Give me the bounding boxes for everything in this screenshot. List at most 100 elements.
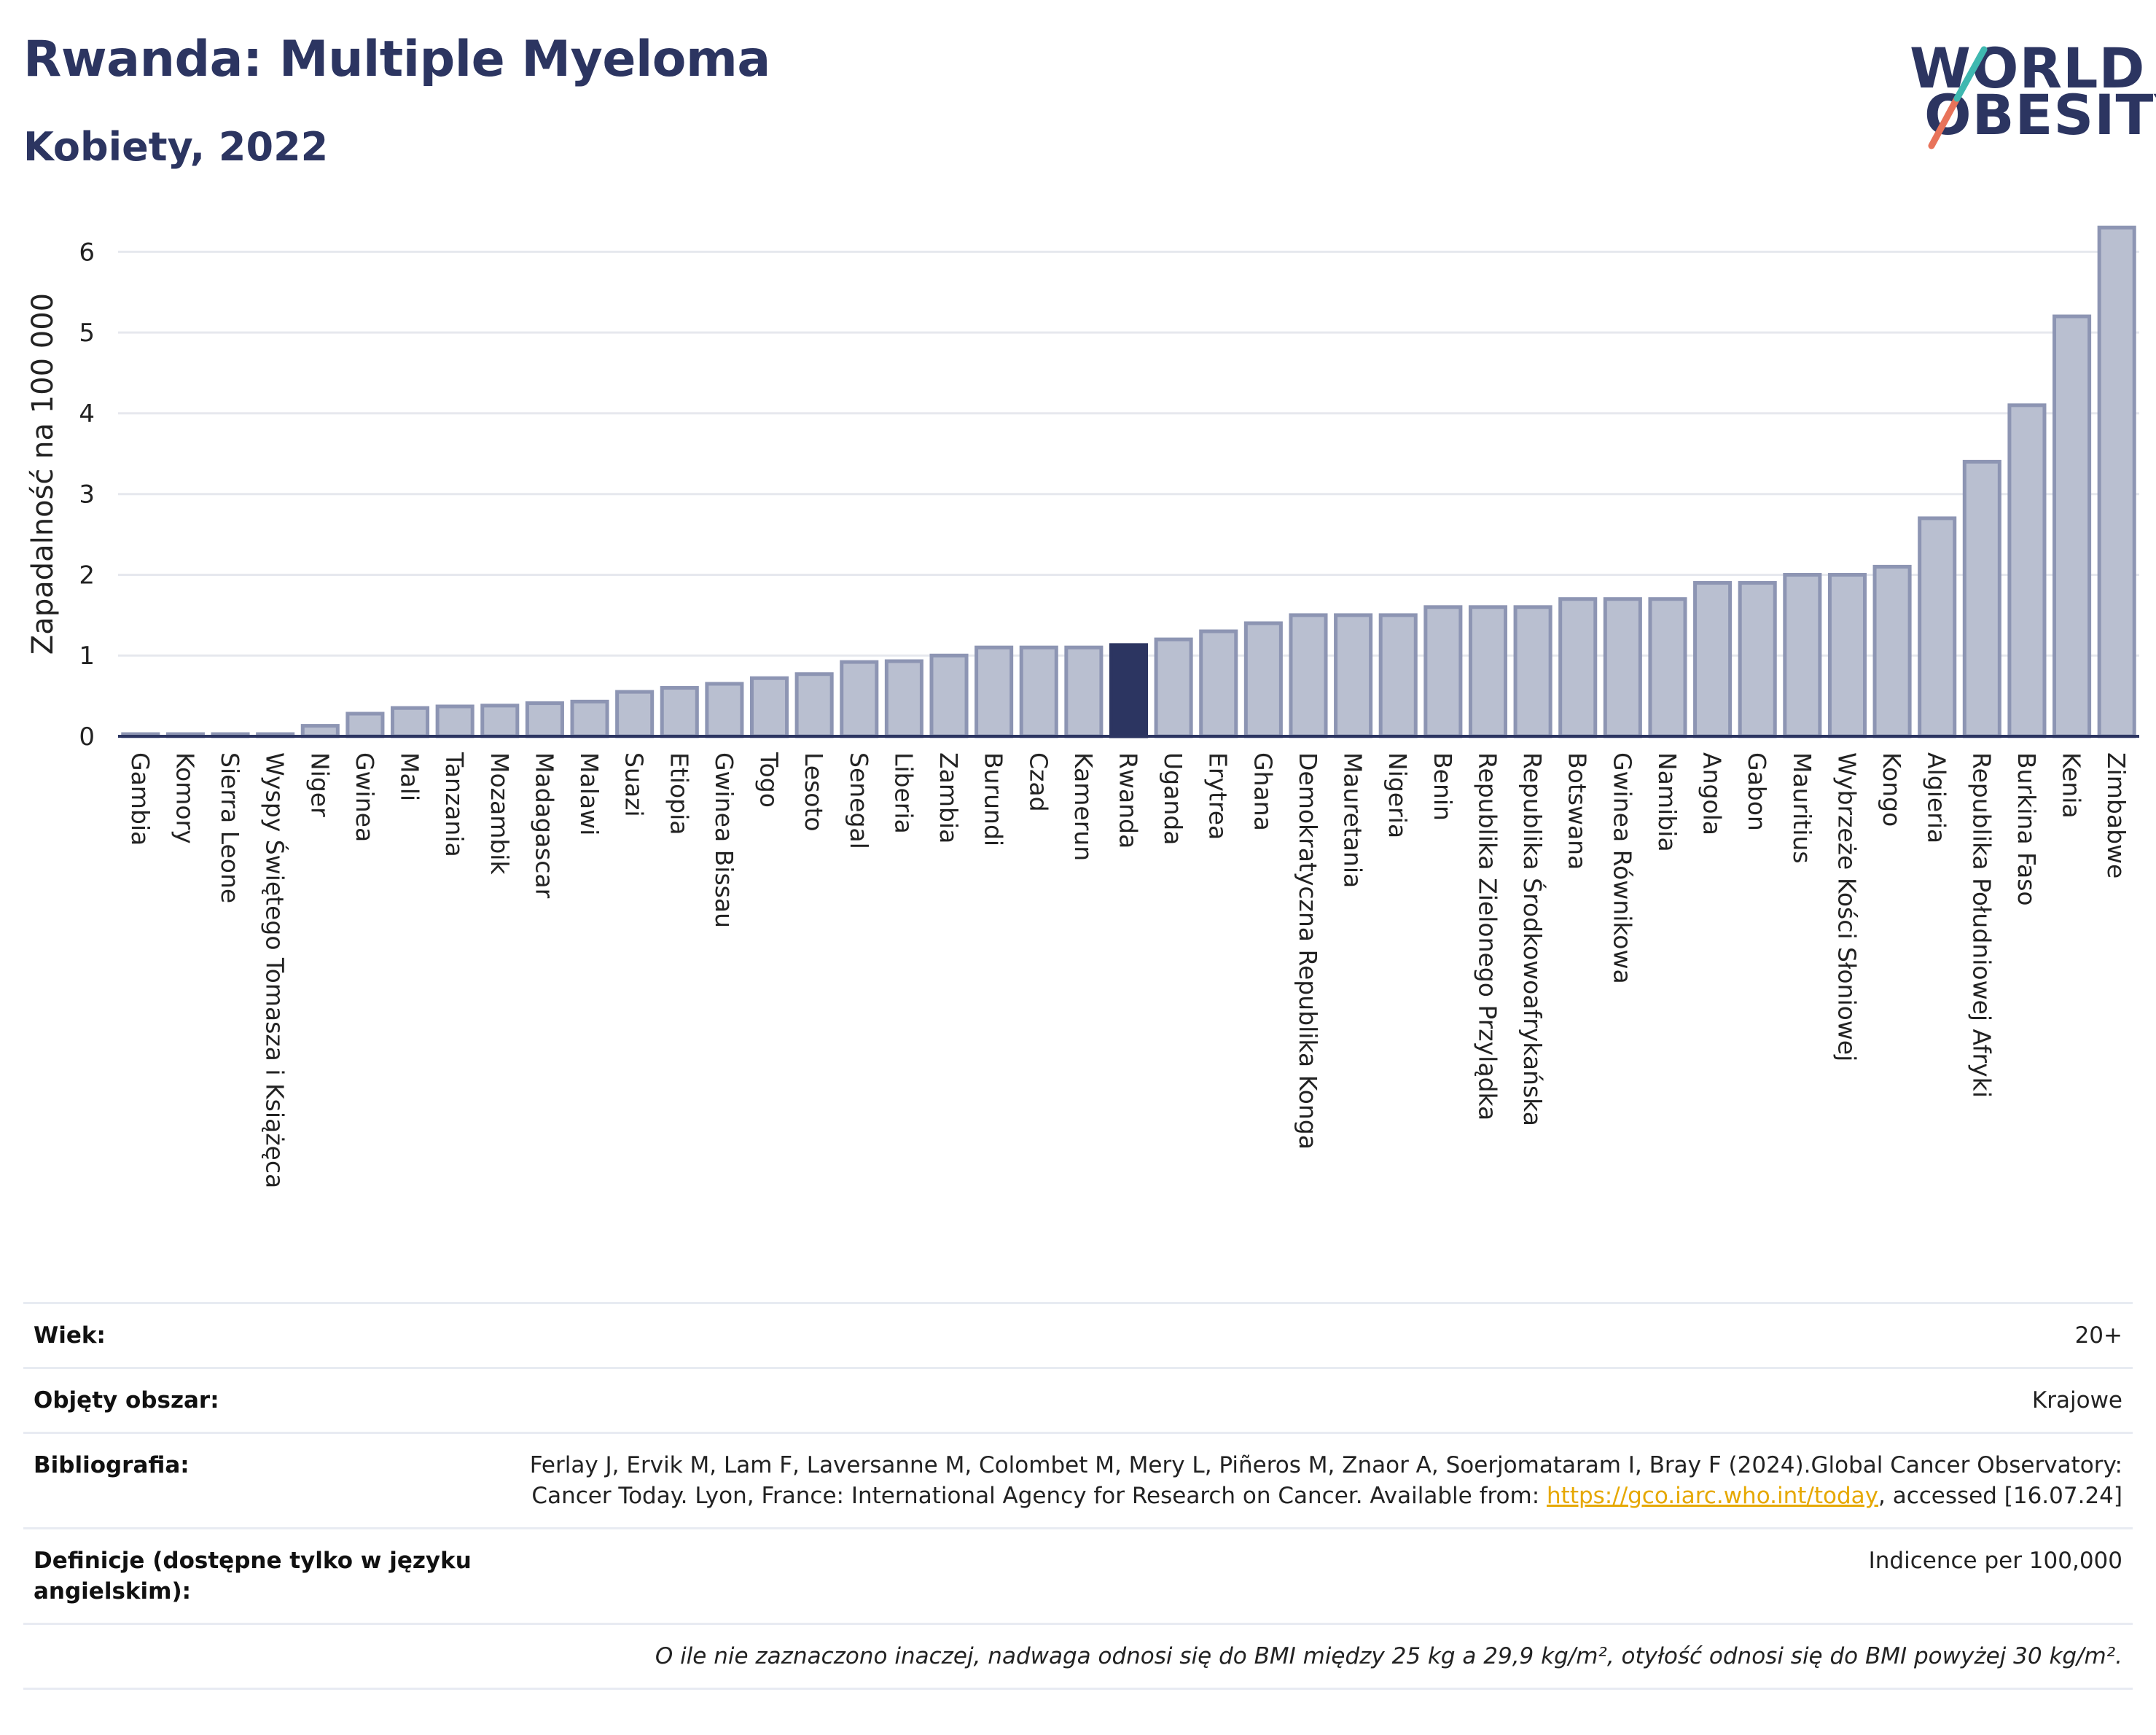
x-tick-label: Burkina Faso xyxy=(2012,752,2041,906)
x-tick-label: Mauretania xyxy=(1339,752,1367,888)
coverage-value: Krajowe xyxy=(2031,1387,2122,1414)
x-tick-label: Komory xyxy=(171,752,199,844)
world-obesity-logo: WORLD OBESITY xyxy=(1902,36,2156,153)
bar xyxy=(660,686,699,738)
logo-line-1: WORLD xyxy=(1910,36,2146,101)
y-tick-label: 1 xyxy=(79,642,95,671)
coverage-label: Objęty obszar: xyxy=(34,1387,219,1414)
x-tick-label: Republika Środkowoafrykańska xyxy=(1518,752,1547,1126)
x-tick-label: Mauritius xyxy=(1788,752,1816,864)
x-tick-label: Wybrzeże Kości Słoniowej xyxy=(1832,752,1861,1061)
x-tick-label: Gambia xyxy=(126,752,155,846)
bar xyxy=(840,660,879,738)
bar xyxy=(1378,613,1418,738)
x-tick-label: Namibia xyxy=(1653,752,1682,852)
x-tick-label: Botswana xyxy=(1563,752,1592,870)
x-tick-label: Liberia xyxy=(889,752,918,834)
bar xyxy=(391,706,430,738)
bar xyxy=(1693,581,1733,738)
y-tick-label: 0 xyxy=(79,722,95,752)
definitions-value: Indicence per 100,000 xyxy=(1868,1548,2122,1574)
bar xyxy=(435,704,474,738)
x-tick-label: Benin xyxy=(1429,752,1457,821)
bar xyxy=(794,672,834,738)
x-tick-label: Nigeria xyxy=(1383,752,1412,838)
bar xyxy=(1468,605,1508,738)
bmi-note: O ile nie zaznaczono inaczej, nadwaga od… xyxy=(655,1643,2122,1669)
bar xyxy=(1648,597,1687,738)
info-row-definitions: Definicje (dostępne tylko w języku angie… xyxy=(23,1527,2133,1623)
bibliography-link[interactable]: https://gco.iarc.who.int/today xyxy=(1547,1483,1878,1509)
bar xyxy=(1154,637,1193,738)
info-row-coverage: Objęty obszar: Krajowe xyxy=(23,1367,2133,1432)
bar xyxy=(1019,645,1058,738)
page-subtitle: Kobiety, 2022 xyxy=(23,124,329,170)
bar xyxy=(615,690,655,738)
bar xyxy=(975,645,1014,738)
bar xyxy=(1289,613,1328,738)
x-tick-label: Madagascar xyxy=(530,752,558,899)
y-tick-label: 6 xyxy=(79,238,95,267)
x-tick-label: Erytrea xyxy=(1204,752,1233,840)
bar xyxy=(480,703,520,738)
info-row-bibliography: Bibliografia: Ferlay J, Ervik M, Lam F, … xyxy=(23,1432,2133,1527)
bar xyxy=(1243,621,1283,738)
x-tick-label: Rwanda xyxy=(1114,752,1143,849)
x-tick-label: Demokratyczna Republika Konga xyxy=(1294,752,1322,1150)
definitions-label: Definicje (dostępne tylko w języku angie… xyxy=(34,1548,472,1605)
x-tick-label: Angola xyxy=(1698,752,1727,835)
bar xyxy=(929,653,969,738)
x-tick-label: Gwinea Bissau xyxy=(710,752,738,928)
bar xyxy=(1423,605,1463,738)
bar xyxy=(1199,629,1238,738)
x-tick-label: Suazi xyxy=(620,752,649,817)
bar xyxy=(1827,572,1867,738)
age-value: 20+ xyxy=(2074,1322,2122,1349)
x-tick-label: Malawi xyxy=(575,752,604,835)
bar xyxy=(2053,314,2092,738)
x-tick-label: Republika Południowej Afryki xyxy=(1967,752,1996,1098)
bar xyxy=(1558,597,1598,738)
bibliography-value: Ferlay J, Ervik M, Lam F, Laversanne M, … xyxy=(485,1450,2122,1511)
y-axis-label: Zapadalność na 100 000 xyxy=(26,293,60,655)
x-tick-label: Lesoto xyxy=(800,752,828,832)
x-tick-label: Republika Zielonego Przylądka xyxy=(1473,752,1501,1120)
info-row-age: Wiek: 20+ xyxy=(23,1302,2133,1367)
bibliography-text-1: Ferlay J, Ervik M, Lam F, Laversanne M, … xyxy=(529,1452,2122,1509)
x-tick-label: Gwinea Równikowa xyxy=(1608,752,1636,984)
bar xyxy=(2097,225,2136,738)
x-tick-label: Zambia xyxy=(934,752,963,843)
bibliography-label: Bibliografia: xyxy=(34,1452,190,1478)
x-tick-label: Sierra Leone xyxy=(216,752,244,903)
logo-line-2: OBESITY xyxy=(1924,82,2156,147)
logo-slash-icon xyxy=(1928,46,1988,149)
bar-chart: 0 1 2 3 4 5 6 Zapadalność na 100 000 Gambia Komor… xyxy=(26,225,2139,1188)
y-tick-label: 2 xyxy=(79,561,95,590)
bar xyxy=(570,699,609,738)
bar xyxy=(525,701,564,738)
x-tick-label: Uganda xyxy=(1159,752,1187,845)
x-tick-label: Wyspy Świętego Tomasza i Książęca xyxy=(261,752,290,1188)
x-tick-label: Burundi xyxy=(980,752,1008,846)
bar xyxy=(1872,564,1912,738)
x-tick-label: Algieria xyxy=(1923,752,1951,843)
x-tick-label: Kenia xyxy=(2058,752,2086,819)
bar xyxy=(1109,643,1149,738)
bar xyxy=(1918,516,1957,738)
x-tick-label: Mali xyxy=(396,752,424,801)
x-tick-label: Czad xyxy=(1024,752,1052,812)
y-tick-label: 3 xyxy=(79,480,95,510)
y-tick-label: 4 xyxy=(79,399,95,429)
bar xyxy=(1334,613,1373,738)
bar xyxy=(2007,403,2047,738)
x-tick-label: Etiopia xyxy=(665,752,693,835)
x-tick-label: Kamerun xyxy=(1069,752,1098,861)
bar xyxy=(1738,581,1777,738)
bar xyxy=(884,659,923,738)
x-tick-label: Togo xyxy=(755,752,784,808)
bar xyxy=(705,682,744,738)
info-table: Wiek: 20+ Objęty obszar: Krajowe Bibliog… xyxy=(23,1302,2133,1690)
page-title: Rwanda: Multiple Myeloma xyxy=(23,31,770,88)
bibliography-text-2: , accessed [16.07.24] xyxy=(1878,1483,2122,1509)
x-tick-label: Tanzania xyxy=(440,752,469,857)
